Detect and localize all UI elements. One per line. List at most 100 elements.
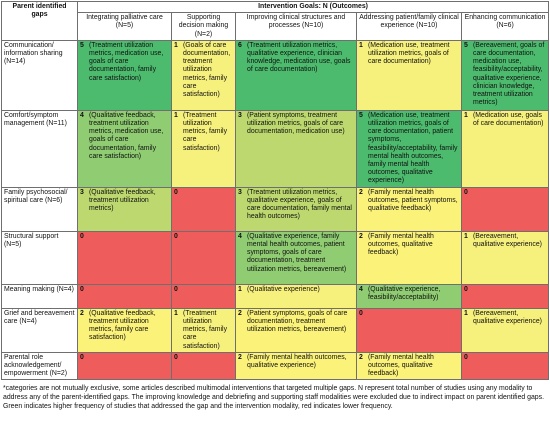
table-cell: 0 xyxy=(460,351,550,381)
table-cell: 2 (Family mental health outcomes, patient… xyxy=(356,186,462,232)
table-cell: 0 xyxy=(460,283,550,309)
table-cell: 5 (Bereavement, goals of care documentati… xyxy=(460,39,550,111)
study-count: 1 xyxy=(174,309,178,317)
table-cell: 4 (Qualitative experience, family mental … xyxy=(235,230,357,285)
outcomes-text: (Treatment utilization metrics, family c… xyxy=(183,111,228,152)
table-cell: 1 (Bereavement, qualitative experience) xyxy=(460,307,550,353)
outcomes-text: (Qualitative experience, family mental h… xyxy=(247,232,347,273)
outcomes-text: (Patient symptoms, goals of care documen… xyxy=(247,309,348,334)
group-header: Intervention Goals: N (Outcomes) xyxy=(76,0,550,14)
outcomes-text: (Patient symptoms, treatment utilization… xyxy=(247,111,345,136)
table-row: Structural support (N=5) 0 0 4 (Qualitati… xyxy=(1,230,550,285)
outcomes-text: (Family mental health outcomes, qualitat… xyxy=(368,353,434,378)
study-count: 5 xyxy=(359,111,363,119)
outcomes-text: (Medication use, treatment utilization m… xyxy=(368,41,450,66)
study-count: 0 xyxy=(174,188,178,196)
study-count: 1 xyxy=(359,41,363,49)
outcomes-text: (Qualitative feedback, treatment utiliza… xyxy=(89,309,156,342)
table-cell: 5 (Treatment utilization metrics, medicat… xyxy=(77,39,172,111)
study-count: 1 xyxy=(464,111,468,119)
table-cell: 2 (Family mental health outcomes, qualita… xyxy=(356,351,462,381)
table-cell: 4 (Qualitative experience, feasibility/ac… xyxy=(356,283,462,309)
table-cell: 2 (Family mental health outcomes, qualita… xyxy=(356,230,462,285)
study-count: 3 xyxy=(238,111,242,119)
study-count: 0 xyxy=(464,285,468,293)
table-cell: 0 xyxy=(356,307,462,353)
gap-label: Comfort/symptom management (N=11) xyxy=(1,109,78,188)
outcomes-text: (Qualitative feedback, treatment utiliza… xyxy=(89,188,156,213)
outcomes-text: (Treatment utilization metrics, qualitat… xyxy=(247,188,352,221)
study-count: 2 xyxy=(359,353,363,361)
outcomes-text: (Medication use, treatment utilization m… xyxy=(368,111,458,185)
study-count: 0 xyxy=(464,188,468,196)
study-count: 3 xyxy=(238,188,242,196)
table-cell: 1 (Medication use, goals of care document… xyxy=(460,109,550,188)
outcomes-text: (Family mental health outcomes, patient … xyxy=(368,188,458,213)
table-cell: 0 xyxy=(77,351,172,381)
table-cell: 0 xyxy=(77,283,172,309)
table-row: Family psychosocial/ spiritual care (N=6… xyxy=(1,186,550,232)
gap-label: Communication/ information sharing (N=14… xyxy=(1,39,78,111)
gap-label: Parental role acknowledgement/ empowerme… xyxy=(1,351,78,381)
column-header: Enhancing communication (N=6) xyxy=(460,12,550,41)
column-header-row: Integrating palliative care (N=5) Suppor… xyxy=(2,12,550,41)
outcomes-text: (Goals of care documentation, treatment … xyxy=(183,41,231,99)
table-cell: 0 xyxy=(171,186,236,232)
table-row: Comfort/symptom management (N=11) 4 (Qual… xyxy=(1,109,550,188)
study-count: 1 xyxy=(174,111,178,119)
gap-label: Meaning making (N=4) xyxy=(1,283,78,309)
corner-header: Parent identified gaps xyxy=(1,1,78,41)
table-row: Communication/ information sharing (N=14… xyxy=(1,39,550,111)
gap-label: Grief and bereavement care (N=4) xyxy=(1,307,78,353)
table-cell: 1 (Medication use, treatment utilization … xyxy=(356,39,462,111)
study-count: 0 xyxy=(80,232,84,240)
outcomes-text: (Qualitative feedback, treatment utiliza… xyxy=(89,111,164,160)
outcomes-text: (Bereavement, qualitative experience) xyxy=(473,309,542,326)
table-cell: 0 xyxy=(171,230,236,285)
table-cell: 1 (Qualitative experience) xyxy=(235,283,357,309)
outcomes-text: (Treatment utilization metrics, medicati… xyxy=(89,41,164,82)
table-cell: 1 (Treatment utilization metrics, family … xyxy=(171,307,236,353)
study-count: 2 xyxy=(238,309,242,317)
study-count: 0 xyxy=(359,309,363,317)
study-count: 1 xyxy=(174,41,178,49)
outcomes-text: (Bereavement, goals of care documentatio… xyxy=(473,41,545,107)
table-cell: 0 xyxy=(460,186,550,232)
outcomes-text: (Qualitative experience) xyxy=(247,285,320,293)
table-row: Parental role acknowledgement/ empowerme… xyxy=(1,351,550,381)
study-count: 0 xyxy=(80,353,84,361)
study-count: 1 xyxy=(464,309,468,317)
study-count: 2 xyxy=(359,188,363,196)
outcomes-text: (Treatment utilization metrics, family c… xyxy=(183,309,228,350)
table-cell: 1 (Treatment utilization metrics, family … xyxy=(171,109,236,188)
study-count: 2 xyxy=(238,353,242,361)
study-count: 0 xyxy=(80,285,84,293)
table-cell: 0 xyxy=(171,351,236,381)
table-cell: 6 (Treatment utilization metrics, qualita… xyxy=(235,39,357,111)
outcomes-text: (Treatment utilization metrics, qualitat… xyxy=(247,41,351,74)
table-row: Grief and bereavement care (N=4) 2 (Quali… xyxy=(1,307,550,353)
table-cell: 3 (Qualitative feedback, treatment utiliz… xyxy=(77,186,172,232)
table-cell: 5 (Medication use, treatment utilization … xyxy=(356,109,462,188)
table-cell: 3 (Patient symptoms, treatment utilizatio… xyxy=(235,109,357,188)
table-cell: 2 (Family mental health outcomes, qualita… xyxy=(235,351,357,381)
gap-label: Structural support (N=5) xyxy=(1,230,78,285)
table-cell: 1 (Goals of care documentation, treatment… xyxy=(171,39,236,111)
study-count: 2 xyxy=(80,309,84,317)
table-cell: 0 xyxy=(77,230,172,285)
study-count: 2 xyxy=(359,232,363,240)
study-count: 5 xyxy=(464,41,468,49)
table-cell: 3 (Treatment utilization metrics, qualita… xyxy=(235,186,357,232)
table-cell: 4 (Qualitative feedback, treatment utiliz… xyxy=(77,109,172,188)
table-cell: 2 (Qualitative feedback, treatment utiliz… xyxy=(77,307,172,353)
study-count: 5 xyxy=(80,41,84,49)
column-header: Integrating palliative care (N=5) xyxy=(77,12,172,41)
table-cell: 2 (Patient symptoms, goals of care docume… xyxy=(235,307,357,353)
study-count: 1 xyxy=(464,232,468,240)
study-count: 4 xyxy=(359,285,363,293)
column-header: Supporting decision making (N=2) xyxy=(171,12,236,41)
outcomes-text: (Bereavement, qualitative experience) xyxy=(473,232,542,249)
table-cell: 1 (Bereavement, qualitative experience) xyxy=(460,230,550,285)
gap-label: Family psychosocial/ spiritual care (N=6… xyxy=(1,186,78,232)
